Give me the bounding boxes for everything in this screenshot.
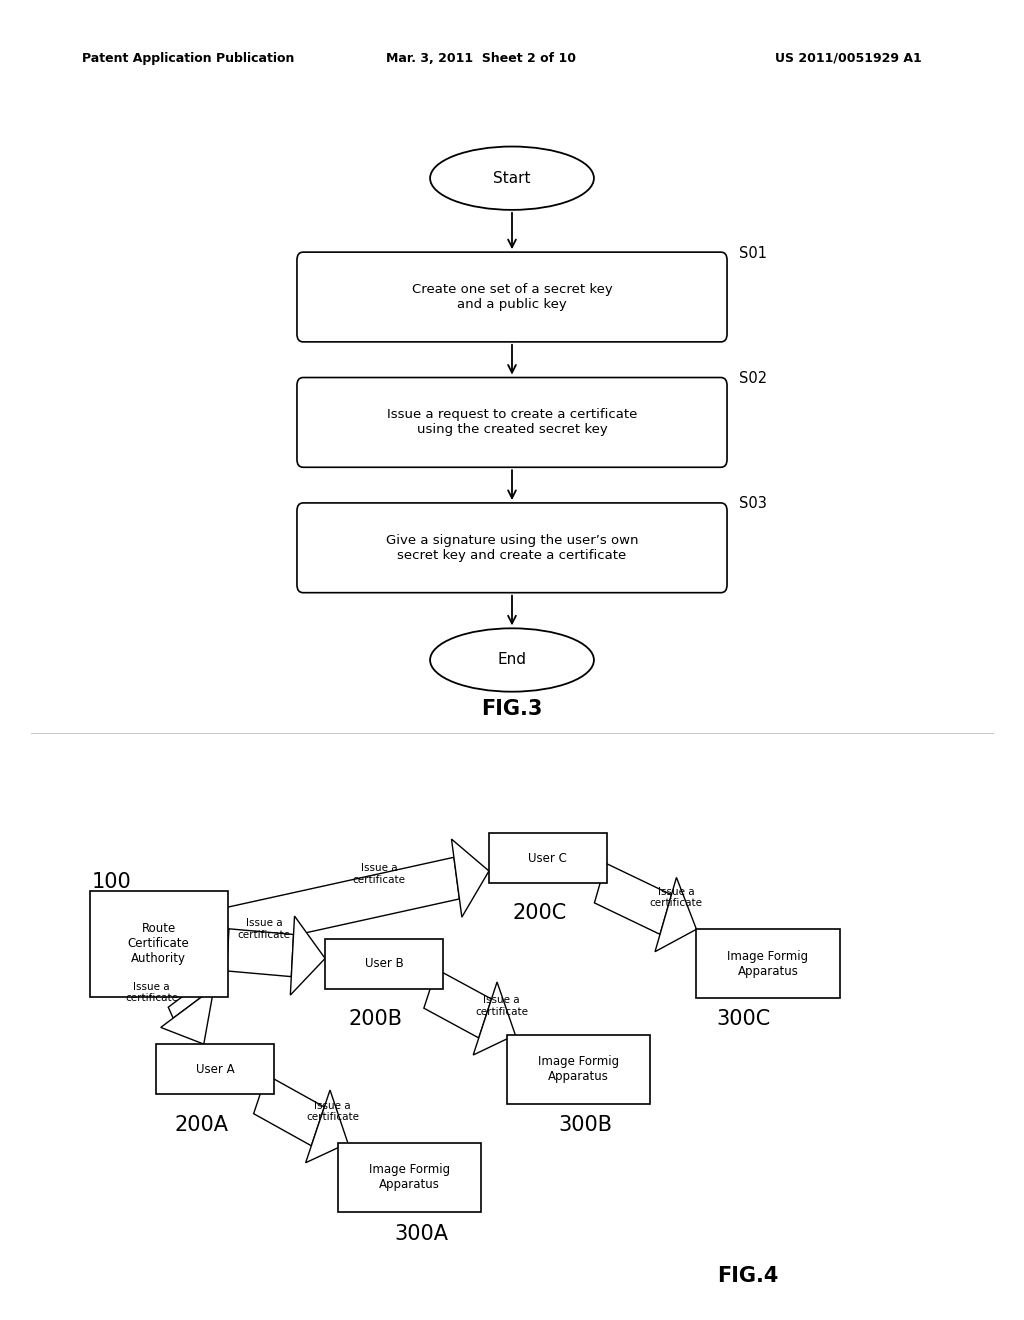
Text: Issue a
certificate: Issue a certificate [306, 1101, 359, 1122]
FancyBboxPatch shape [507, 1035, 650, 1104]
Text: 200B: 200B [348, 1008, 402, 1030]
Text: FIG.3: FIG.3 [481, 698, 543, 719]
Text: Start: Start [494, 170, 530, 186]
FancyBboxPatch shape [297, 252, 727, 342]
Polygon shape [655, 878, 696, 952]
Text: S02: S02 [739, 371, 767, 385]
Text: Issue a
certificate: Issue a certificate [352, 863, 406, 884]
Polygon shape [424, 969, 492, 1038]
Polygon shape [452, 840, 489, 917]
Text: 200C: 200C [512, 903, 566, 924]
Polygon shape [225, 857, 460, 949]
Text: User C: User C [528, 851, 567, 865]
Text: Patent Application Publication: Patent Application Publication [82, 51, 294, 65]
Polygon shape [254, 1074, 325, 1146]
Text: User A: User A [196, 1063, 234, 1076]
Text: Issue a
certificate: Issue a certificate [475, 995, 528, 1016]
Text: 300C: 300C [717, 1008, 771, 1030]
Text: Image Formig
Apparatus: Image Formig Apparatus [538, 1055, 620, 1084]
Text: Image Formig
Apparatus: Image Formig Apparatus [727, 949, 809, 978]
Text: Image Formig
Apparatus: Image Formig Apparatus [369, 1163, 451, 1192]
Text: 100: 100 [92, 871, 132, 892]
Text: Mar. 3, 2011  Sheet 2 of 10: Mar. 3, 2011 Sheet 2 of 10 [386, 51, 577, 65]
FancyBboxPatch shape [326, 939, 442, 989]
FancyBboxPatch shape [297, 503, 727, 593]
Text: User B: User B [365, 957, 403, 970]
FancyBboxPatch shape [156, 1044, 274, 1094]
Polygon shape [473, 982, 515, 1055]
FancyBboxPatch shape [90, 891, 227, 997]
Text: Issue a
certificate: Issue a certificate [649, 887, 702, 908]
FancyBboxPatch shape [696, 929, 840, 998]
Polygon shape [168, 986, 202, 1018]
Polygon shape [226, 929, 294, 977]
Text: Issue a request to create a certificate
using the created secret key: Issue a request to create a certificate … [387, 408, 637, 437]
FancyBboxPatch shape [297, 378, 727, 467]
FancyBboxPatch shape [489, 833, 606, 883]
Text: End: End [498, 652, 526, 668]
Polygon shape [594, 863, 672, 935]
Text: Create one set of a secret key
and a public key: Create one set of a secret key and a pub… [412, 282, 612, 312]
Text: S01: S01 [739, 246, 767, 260]
Text: Issue a
certificate: Issue a certificate [125, 982, 178, 1003]
Polygon shape [305, 1090, 348, 1163]
Text: 300B: 300B [558, 1114, 612, 1135]
Text: Route
Certificate
Authority: Route Certificate Authority [128, 923, 189, 965]
Text: Give a signature using the user’s own
secret key and create a certificate: Give a signature using the user’s own se… [386, 533, 638, 562]
Polygon shape [161, 987, 214, 1044]
Text: US 2011/0051929 A1: US 2011/0051929 A1 [775, 51, 922, 65]
Ellipse shape [430, 147, 594, 210]
Polygon shape [291, 916, 326, 995]
Text: Issue a
certificate: Issue a certificate [238, 919, 291, 940]
Text: 300A: 300A [394, 1224, 449, 1245]
Text: S03: S03 [739, 496, 767, 511]
FancyBboxPatch shape [338, 1143, 481, 1212]
Text: FIG.4: FIG.4 [717, 1266, 778, 1287]
Text: 200A: 200A [174, 1114, 228, 1135]
Ellipse shape [430, 628, 594, 692]
